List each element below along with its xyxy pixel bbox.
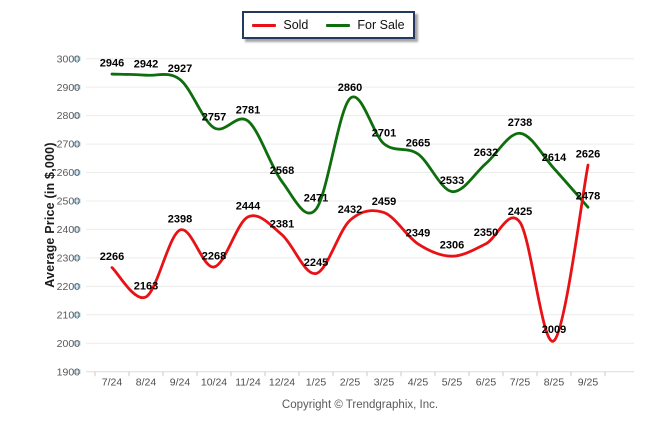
- data-label-sold: 2350: [474, 227, 498, 239]
- y-axis-tick: [73, 341, 81, 346]
- y-axis-tick: [73, 56, 81, 61]
- y-axis-tick: [73, 198, 81, 204]
- data-label-for-sale: 2614: [542, 152, 567, 164]
- data-label-for-sale: 2665: [406, 138, 430, 150]
- x-tick-label: 9/25: [578, 377, 599, 389]
- x-tick-label: 3/25: [374, 377, 395, 389]
- x-tick-label: 7/25: [510, 377, 531, 389]
- series-line-sold: [110, 163, 590, 343]
- x-tick-label: 10/24: [201, 377, 227, 389]
- legend-item-sold: Sold: [252, 18, 308, 32]
- y-tick-label: 2200: [57, 281, 81, 293]
- data-label-for-sale: 2927: [168, 63, 192, 75]
- data-label-sold: 2163: [134, 280, 158, 292]
- x-tick-label: 8/25: [544, 377, 565, 389]
- series-line-for-sale: [110, 72, 590, 215]
- data-label-sold: 2349: [406, 227, 430, 239]
- data-label-for-sale: 2738: [508, 117, 532, 129]
- x-tick-label: 1/25: [306, 377, 327, 389]
- x-tick-label: 6/25: [476, 377, 497, 389]
- x-tick-label: 11/24: [235, 377, 261, 389]
- data-label-sold: 2009: [542, 324, 566, 336]
- y-axis-tick: [73, 170, 81, 175]
- data-label-for-sale: 2781: [236, 105, 260, 117]
- data-label-sold: 2425: [508, 206, 532, 218]
- data-label-sold: 2306: [440, 240, 464, 252]
- data-label-for-sale: 2860: [338, 82, 362, 94]
- x-tick-label: 2/25: [340, 377, 361, 389]
- data-label-for-sale: 2757: [202, 111, 226, 123]
- legend-item-for-sale: For Sale: [326, 18, 405, 32]
- y-tick-label: 2700: [57, 139, 81, 151]
- y-axis-tick: [73, 312, 81, 317]
- data-label-for-sale: 2471: [304, 193, 328, 205]
- x-tick-label: 7/24: [102, 377, 123, 389]
- x-tick-label: 5/25: [442, 377, 463, 389]
- x-tick-label: 8/24: [136, 377, 157, 389]
- data-label-for-sale: 2533: [440, 175, 464, 187]
- y-axis-tick: [73, 284, 81, 289]
- data-label-sold: 2459: [372, 196, 396, 208]
- y-axis-tick: [73, 141, 81, 147]
- sold-line-swatch: [252, 23, 277, 27]
- data-label-sold: 2245: [304, 257, 328, 269]
- data-label-for-sale: 2946: [100, 58, 124, 70]
- data-label-sold: 2381: [270, 218, 294, 230]
- y-tick-label: 3000: [57, 53, 81, 65]
- y-axis-tick: [73, 113, 81, 118]
- x-tick-label: 9/24: [170, 377, 191, 389]
- data-label-for-sale: 2632: [474, 147, 498, 159]
- y-tick-label: 2400: [57, 224, 81, 236]
- data-label-sold: 2268: [202, 250, 226, 262]
- data-label-for-sale: 2701: [372, 127, 396, 139]
- data-label-sold: 2266: [100, 251, 124, 263]
- y-tick-label: 1900: [57, 366, 81, 378]
- y-tick-label: 2500: [57, 196, 81, 208]
- legend-label-sold: Sold: [283, 18, 309, 32]
- data-label-sold: 2432: [338, 204, 362, 216]
- x-tick-label: 12/24: [269, 377, 295, 389]
- y-tick-label: 2800: [57, 110, 81, 122]
- y-axis-tick: [73, 84, 81, 90]
- for-sale-line-swatch: [326, 23, 351, 27]
- data-label-sold: 2626: [576, 149, 600, 161]
- y-axis-tick: [73, 227, 81, 232]
- y-axis-tick: [73, 255, 81, 261]
- y-tick-label: 2600: [57, 167, 81, 179]
- copyright-text: Copyright © Trendgraphix, Inc.: [281, 399, 439, 411]
- y-tick-label: 2300: [57, 252, 81, 264]
- legend-label-for-sale: For Sale: [357, 18, 405, 32]
- y-axis-tick: [73, 369, 81, 374]
- data-label-for-sale: 2568: [270, 165, 294, 177]
- data-label-for-sale: 2478: [576, 191, 600, 203]
- y-tick-label: 2000: [57, 338, 81, 350]
- chart-legend: Sold For Sale: [242, 11, 415, 39]
- y-tick-label: 2100: [57, 309, 81, 321]
- data-label-sold: 2398: [168, 213, 192, 225]
- y-tick-label: 2900: [57, 82, 81, 94]
- data-label-for-sale: 2942: [134, 59, 158, 71]
- x-tick-label: 4/25: [408, 377, 429, 389]
- data-label-sold: 2444: [236, 200, 261, 212]
